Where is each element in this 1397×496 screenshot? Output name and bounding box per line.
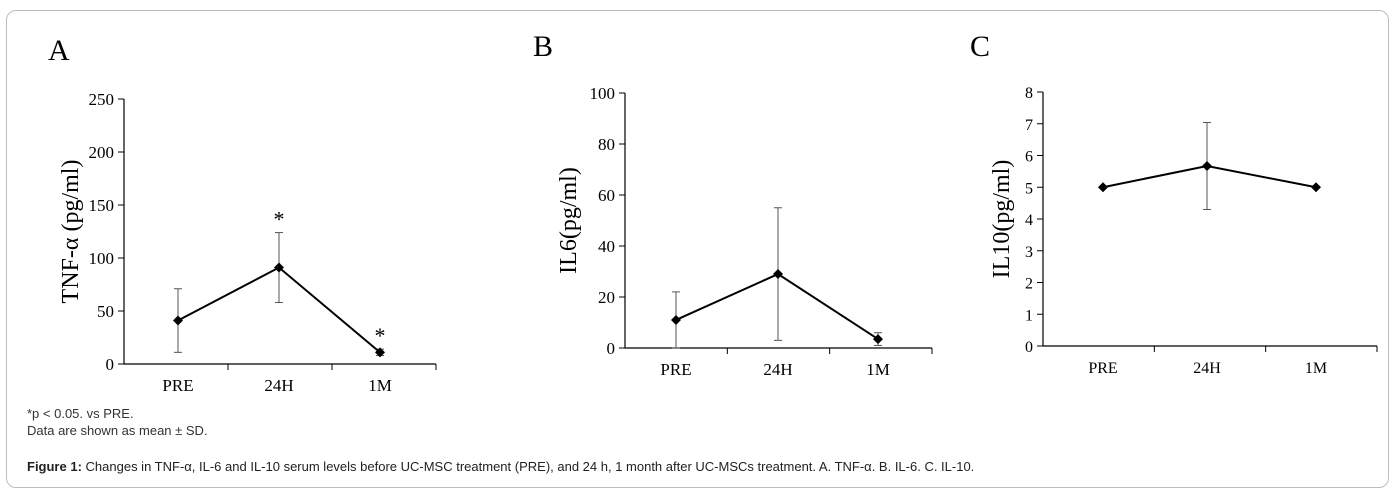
data-point bbox=[671, 314, 681, 325]
y-tick-label: 1 bbox=[1025, 307, 1033, 324]
y-tick-label: 100 bbox=[590, 84, 616, 103]
data-description-note: Data are shown as mean ± SD. bbox=[27, 423, 208, 438]
data-point bbox=[773, 269, 783, 280]
series-line bbox=[1102, 164, 1317, 189]
y-tick-label: 40 bbox=[598, 237, 615, 256]
x-tick-label: PRE bbox=[660, 360, 691, 379]
y-axis-label: IL10(pg/ml) bbox=[989, 160, 1015, 279]
y-tick-label: 3 bbox=[1025, 244, 1033, 261]
y-tick-label: 0 bbox=[607, 339, 616, 358]
chart-panel-b: B 0 20 40 60 80 100 PRE 24H 1M IL6(pg/ml) bbox=[533, 30, 933, 379]
data-point bbox=[1202, 160, 1212, 171]
y-tick-label: 5 bbox=[1025, 180, 1033, 197]
y-tick-label: 250 bbox=[89, 90, 115, 109]
caption-text: Changes in TNF-α, IL-6 and IL-10 serum l… bbox=[85, 459, 975, 474]
series-line bbox=[675, 272, 879, 340]
y-tick-label: 100 bbox=[89, 249, 115, 268]
y-tick-label: 0 bbox=[1025, 339, 1033, 356]
figure-caption: Figure 1: Changes in TNF-α, IL-6 and IL-… bbox=[27, 459, 974, 474]
data-point bbox=[1098, 182, 1108, 193]
data-point bbox=[274, 262, 284, 273]
panel-label: C bbox=[970, 30, 990, 63]
y-tick-label: 6 bbox=[1025, 149, 1033, 166]
data-point bbox=[1311, 182, 1321, 193]
panel-label: A bbox=[48, 34, 70, 67]
y-tick-label: 20 bbox=[598, 288, 615, 307]
x-tick-label: 1M bbox=[1305, 360, 1327, 377]
y-tick-label: 50 bbox=[97, 302, 114, 321]
chart-panel-a: A 0 50 100 150 200 250 PRE 24H 1M TNF-α (pg/ml) * * bbox=[48, 34, 437, 395]
panel-label: B bbox=[533, 30, 553, 63]
y-tick-label: 60 bbox=[598, 186, 615, 205]
y-tick-label: 0 bbox=[106, 355, 115, 374]
caption-label: Figure 1: bbox=[27, 459, 82, 474]
data-point bbox=[375, 347, 385, 358]
x-tick-label: 24H bbox=[763, 360, 792, 379]
x-tick-label: PRE bbox=[162, 376, 193, 395]
y-tick-label: 8 bbox=[1025, 85, 1033, 102]
y-tick-label: 2 bbox=[1025, 276, 1033, 293]
significance-note: *p < 0.05. vs PRE. bbox=[27, 406, 134, 421]
x-tick-label: 24H bbox=[1193, 360, 1221, 377]
y-axis-label: TNF-α (pg/ml) bbox=[58, 160, 84, 304]
y-tick-label: 150 bbox=[89, 196, 115, 215]
y-axis-label: IL6(pg/ml) bbox=[556, 167, 582, 274]
significance-marker: * bbox=[274, 207, 285, 232]
y-tick-label: 200 bbox=[89, 143, 115, 162]
y-tick-label: 4 bbox=[1025, 212, 1033, 229]
data-point bbox=[873, 334, 883, 345]
significance-marker: * bbox=[375, 323, 386, 348]
x-tick-label: 24H bbox=[264, 376, 293, 395]
y-tick-label: 80 bbox=[598, 135, 615, 154]
data-point bbox=[173, 315, 183, 326]
x-tick-label: 1M bbox=[368, 376, 392, 395]
x-tick-label: 1M bbox=[866, 360, 890, 379]
y-tick-label: 7 bbox=[1025, 117, 1033, 134]
chart-panel-c: C 0 1 2 3 4 5 6 7 8 PRE 24H 1M IL10(pg/ml) bbox=[970, 30, 1378, 377]
x-tick-label: PRE bbox=[1088, 360, 1117, 377]
figure-frame bbox=[6, 10, 1389, 488]
